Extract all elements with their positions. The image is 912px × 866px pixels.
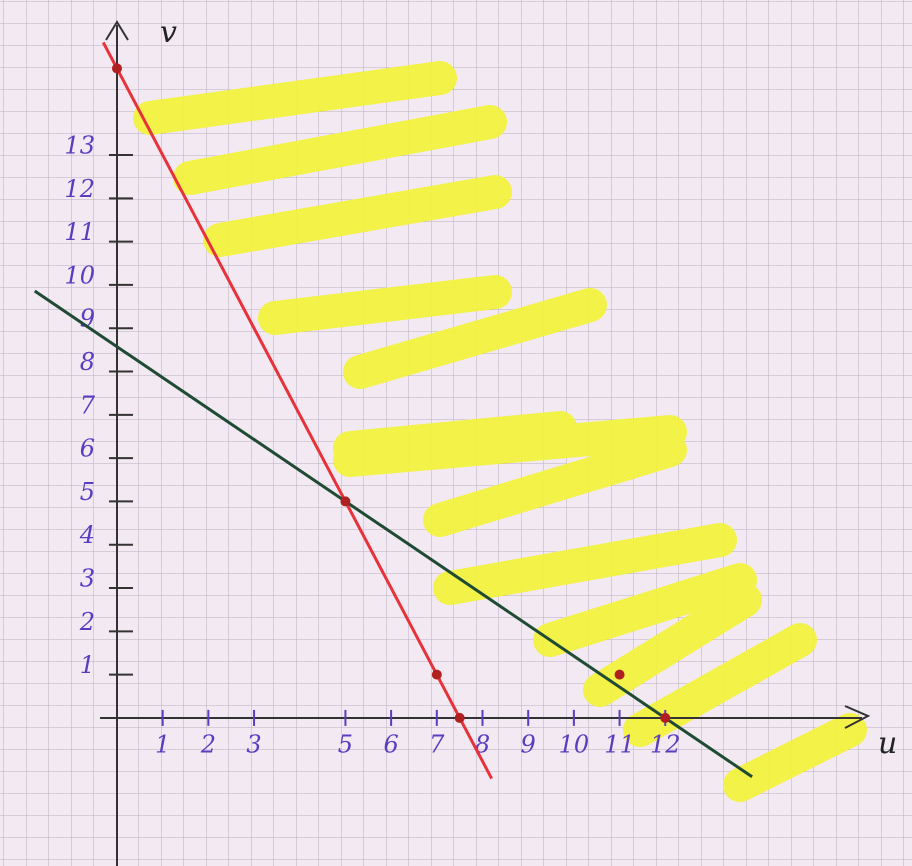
x-tick-label: 7 (429, 730, 445, 758)
y-tick-label: 4 (79, 521, 95, 549)
x-tick-label: 12 (650, 730, 681, 758)
y-tick-label: 10 (64, 261, 95, 289)
y-axis-label: v (160, 15, 177, 50)
x-tick-label: 1 (155, 730, 170, 758)
page: v u 1235678910111212345678910111213 (() … (0, 0, 912, 866)
x-tick-label: 6 (383, 730, 398, 758)
y-tick-label: 7 (80, 391, 96, 419)
y-tick-label: 3 (80, 565, 95, 593)
x-tick-label: 3 (246, 730, 261, 758)
x-tick-label: 9 (521, 730, 536, 758)
y-tick-label: 5 (80, 478, 95, 506)
x-tick-label: 2 (200, 730, 216, 758)
y-tick-label: 11 (64, 218, 95, 246)
x-tick-label: 5 (338, 730, 353, 758)
point (340, 496, 350, 506)
y-tick-label: 12 (64, 175, 95, 203)
y-tick-label: 8 (80, 348, 95, 376)
point (432, 670, 442, 680)
point (112, 63, 122, 73)
y-tick-label: 6 (80, 435, 95, 463)
y-tick-label: 13 (64, 132, 95, 160)
x-axis-label: u (878, 726, 897, 761)
y-tick-label: 2 (79, 608, 95, 636)
graph-photo: v u 1235678910111212345678910111213 (0, 0, 912, 866)
x-tick-label: 11 (604, 730, 635, 758)
y-tick-label: 1 (80, 651, 95, 679)
point (455, 713, 465, 723)
x-tick-label: 10 (559, 730, 590, 758)
point (660, 713, 670, 723)
point (615, 670, 625, 680)
